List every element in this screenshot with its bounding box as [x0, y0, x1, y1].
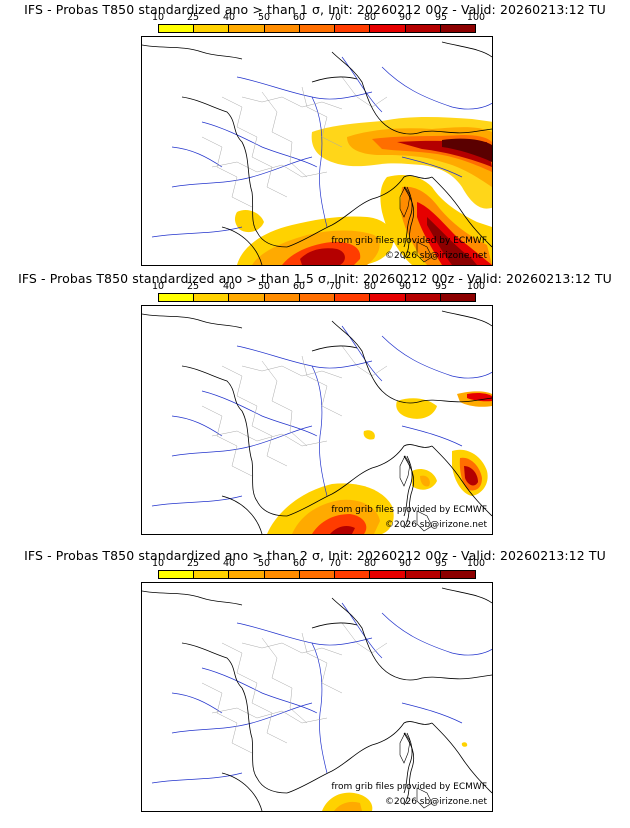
colorbar-tick: 40	[222, 281, 236, 292]
colorbar-tick: 60	[292, 558, 306, 569]
colorbar-tick: 40	[222, 12, 236, 23]
colorbar-tick: 60	[292, 12, 306, 23]
colorbar-segment	[405, 25, 441, 32]
colorbar-segment	[440, 25, 475, 32]
colorbar-segment	[194, 25, 230, 32]
colorbar-tick: 95	[434, 12, 448, 23]
probability-field	[322, 742, 468, 811]
map-canvas	[142, 587, 492, 811]
colorbar-tick: 80	[363, 281, 377, 292]
colorbar-tick: 90	[398, 558, 412, 569]
colorbar-segment	[159, 25, 195, 32]
colorbar-tick: 40	[222, 558, 236, 569]
colorbar-segment	[440, 294, 475, 301]
islands	[399, 455, 433, 532]
rivers	[151, 56, 492, 238]
colorbar-tick: 50	[257, 558, 271, 569]
colorbar-segment	[440, 571, 475, 578]
credit-source: from grib files provided by ECMWF	[331, 782, 487, 792]
colorbar-tick: 100	[466, 281, 486, 292]
colorbar-segment	[159, 294, 195, 301]
map-canvas	[142, 310, 492, 534]
map-canvas	[142, 41, 492, 265]
colorbar-tick: 10	[151, 281, 165, 292]
colorbar-segment	[264, 294, 300, 301]
credit-source: from grib files provided by ECMWF	[331, 236, 487, 246]
colorbar-tick: 50	[257, 12, 271, 23]
credit-copyright: ©2026 sb@irizone.net	[385, 520, 487, 530]
colorbar-tick: 100	[466, 558, 486, 569]
colorbar-tick: 80	[363, 12, 377, 23]
probability-map: from grib files provided by ECMWF ©2026 …	[141, 582, 493, 812]
colorbar-tick: 10	[151, 12, 165, 23]
rivers	[151, 602, 492, 784]
colorbar-segment	[405, 571, 441, 578]
colorbar-segment	[299, 571, 336, 578]
colorbar-tick: 70	[328, 281, 342, 292]
colorbar-segment	[194, 571, 230, 578]
admin-borders	[201, 345, 388, 477]
rivers	[151, 325, 492, 507]
colorbar-tick: 25	[186, 12, 200, 23]
colorbar	[158, 570, 476, 579]
colorbar-segment	[335, 571, 371, 578]
colorbar-tick: 10	[151, 558, 165, 569]
credit-copyright: ©2026 sb@irizone.net	[385, 251, 487, 261]
colorbar-segment	[229, 25, 265, 32]
colorbar	[158, 293, 476, 302]
colorbar-segment	[335, 294, 371, 301]
map-panel-3: IFS - Probas T850 standardized ano > tha…	[0, 548, 630, 818]
colorbar-segment	[299, 294, 336, 301]
colorbar-segment	[405, 294, 441, 301]
colorbar-tick: 90	[398, 12, 412, 23]
map-panel-2: IFS - Probas T850 standardized ano > tha…	[0, 271, 630, 541]
colorbar-tick: 25	[186, 558, 200, 569]
admin-borders	[201, 622, 388, 754]
colorbar-tick: 90	[398, 281, 412, 292]
colorbar-tick: 70	[328, 558, 342, 569]
probability-field	[234, 117, 492, 265]
colorbar-tick: 100	[466, 12, 486, 23]
colorbar-segment	[229, 294, 265, 301]
colorbar-tick: 60	[292, 281, 306, 292]
colorbar-tick: 95	[434, 281, 448, 292]
credit-source: from grib files provided by ECMWF	[331, 505, 487, 515]
colorbar	[158, 24, 476, 33]
credit-copyright: ©2026 sb@irizone.net	[385, 797, 487, 807]
colorbar-segment	[299, 25, 336, 32]
colorbar-tick: 25	[186, 281, 200, 292]
colorbar-segment	[264, 571, 300, 578]
panel-title: IFS - Probas T850 standardized ano > tha…	[18, 271, 612, 286]
colorbar-segment	[264, 25, 300, 32]
colorbar-segment	[370, 294, 406, 301]
colorbar-tick: 50	[257, 281, 271, 292]
colorbar-tick: 70	[328, 12, 342, 23]
islands	[399, 186, 433, 263]
probability-map: from grib files provided by ECMWF ©2026 …	[141, 305, 493, 535]
colorbar-tick: 80	[363, 558, 377, 569]
colorbar-segment	[229, 571, 265, 578]
coastlines	[142, 310, 492, 534]
map-panel-1: IFS - Probas T850 standardized ano > tha…	[0, 2, 630, 272]
panel-title: IFS - Probas T850 standardized ano > tha…	[24, 548, 606, 563]
colorbar-segment	[370, 571, 406, 578]
probability-map: from grib files provided by ECMWF ©2026 …	[141, 36, 493, 266]
panel-title: IFS - Probas T850 standardized ano > tha…	[24, 2, 606, 17]
colorbar-segment	[159, 571, 195, 578]
coastlines	[142, 587, 492, 811]
colorbar-segment	[194, 294, 230, 301]
colorbar-segment	[335, 25, 371, 32]
admin-borders	[201, 76, 388, 208]
colorbar-tick: 95	[434, 558, 448, 569]
probability-field	[267, 391, 492, 534]
islands	[399, 732, 433, 809]
colorbar-segment	[370, 25, 406, 32]
coastlines	[142, 41, 492, 265]
